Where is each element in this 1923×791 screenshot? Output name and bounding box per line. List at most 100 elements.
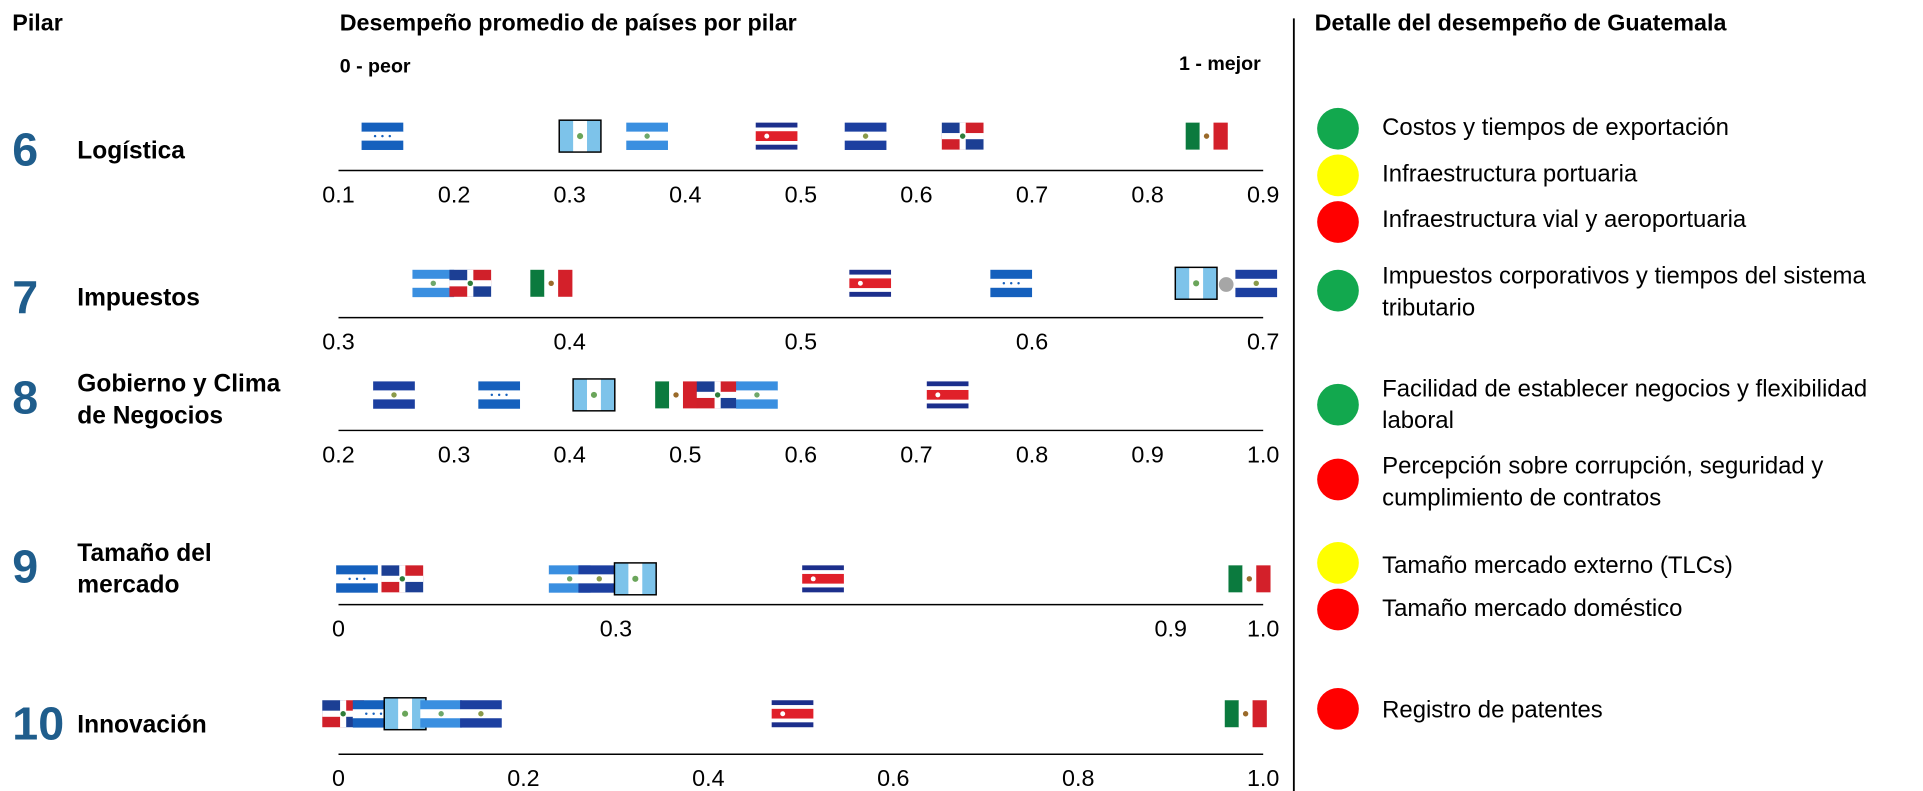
- status-dot: [1317, 154, 1359, 197]
- flag-stripe: [642, 562, 657, 595]
- flag-emblem: [810, 576, 816, 582]
- flag-stripe: [361, 122, 404, 132]
- detail-text: Tamaño mercado doméstico: [1382, 595, 1682, 622]
- flag-stripe: [1203, 267, 1218, 300]
- flag-stripe: [802, 583, 844, 588]
- flag-stripe: [336, 565, 378, 575]
- flag-stripe: [736, 381, 778, 391]
- x-tick-label: 0.1: [322, 181, 354, 207]
- country-flag: [1185, 122, 1228, 150]
- flag-stripe: [412, 287, 455, 298]
- flag-emblem: [959, 133, 966, 139]
- flag-emblem: [467, 280, 473, 286]
- flag-quarter: [449, 269, 471, 284]
- flag-stripe: [1235, 287, 1278, 298]
- flag-stripe: [849, 291, 892, 297]
- high-label: 1 - mejor: [1179, 53, 1261, 75]
- flag-emblem: [363, 577, 366, 581]
- country-flag: [336, 565, 378, 593]
- x-tick-label: 1.0: [1247, 441, 1279, 467]
- flag-stripe: [926, 389, 969, 400]
- pillar-name: mercado: [77, 572, 179, 599]
- x-tick-label: 0.4: [692, 765, 724, 791]
- flag-quarter: [322, 700, 344, 714]
- flag-stripe: [849, 269, 892, 275]
- flag-emblem: [372, 712, 375, 715]
- country-flag: [771, 700, 814, 728]
- flag-stripe: [755, 131, 798, 142]
- flag-emblem: [391, 392, 397, 398]
- detail-title: Detalle del desempeño de Guatemala: [1315, 10, 1728, 36]
- status-dot: [1317, 269, 1359, 312]
- flag-stripe: [1252, 700, 1267, 728]
- flag-stripe: [926, 403, 969, 409]
- detail-text: Infraestructura vial y aeroportuaria: [1382, 206, 1747, 233]
- flag-emblem: [764, 133, 770, 139]
- x-tick-label: 0.2: [322, 441, 354, 467]
- x-tick-label: 0.6: [877, 765, 909, 791]
- flag-stripe: [420, 718, 462, 728]
- flag-quarter: [470, 269, 492, 284]
- low-label: 0 - peor: [340, 56, 411, 78]
- flag-stripe: [655, 381, 670, 409]
- flag-emblem: [438, 711, 444, 717]
- flag-quarter: [941, 122, 963, 137]
- flag-emblem: [862, 133, 869, 139]
- flag-quarter: [941, 136, 963, 150]
- flag-quarter: [402, 578, 424, 593]
- flag-stripe: [844, 140, 887, 150]
- flag-stripe: [802, 573, 844, 584]
- x-tick-label: 0.8: [1062, 765, 1094, 791]
- flag-stripe: [1224, 700, 1240, 728]
- flag-emblem: [490, 393, 494, 397]
- country-flag: [1218, 277, 1234, 292]
- flag-emblem: [566, 576, 573, 582]
- flag-stripe: [600, 378, 616, 411]
- flag-stripe: [530, 269, 545, 297]
- country-flag: [613, 562, 657, 596]
- flag-emblem: [577, 133, 584, 140]
- flag-stripe: [559, 120, 574, 153]
- country-flag: [383, 697, 427, 731]
- flag-border: [613, 562, 657, 596]
- flag-stripe: [373, 399, 415, 409]
- flag-stripe: [926, 399, 969, 404]
- country-flag: [626, 122, 668, 150]
- x-tick-label: 0.6: [900, 181, 932, 207]
- status-dot: [1317, 201, 1359, 243]
- status-dot: [1317, 383, 1359, 426]
- flag-stripe: [736, 399, 778, 409]
- country-flag: [802, 565, 844, 593]
- flag-stripe: [384, 697, 399, 730]
- dot: [1218, 277, 1234, 292]
- x-tick-label: 0.7: [900, 441, 932, 467]
- flag-emblem: [857, 280, 863, 286]
- flag-stripe: [373, 381, 415, 391]
- flag-stripe: [626, 140, 668, 150]
- flag-stripe: [771, 708, 814, 719]
- flag-emblem: [714, 392, 721, 398]
- flag-stripe: [849, 274, 892, 279]
- flag-stripe: [336, 583, 378, 593]
- flag-border: [1174, 266, 1218, 300]
- flag-emblem: [365, 712, 368, 715]
- detail-text: Infraestructura portuaria: [1382, 161, 1638, 188]
- flag-stripe: [578, 583, 621, 593]
- flag-emblem: [590, 391, 598, 398]
- flag-emblem: [1246, 576, 1253, 582]
- x-tick-label: 0.4: [553, 329, 585, 355]
- flag-stripe: [558, 269, 573, 297]
- flag-quarter: [322, 713, 344, 728]
- detail-text: Registro de patentes: [1382, 697, 1603, 724]
- flag-emblem: [780, 711, 786, 717]
- flag-emblem: [548, 280, 554, 286]
- flag-quarter: [449, 283, 471, 297]
- flag-stripe: [460, 718, 502, 728]
- flag-stripe: [1175, 267, 1190, 300]
- country-flag: [655, 381, 698, 409]
- flag-stripe: [1213, 122, 1228, 150]
- flag-emblem: [497, 393, 501, 397]
- pillar-number: 10: [12, 698, 64, 750]
- flag-emblem: [1009, 282, 1013, 285]
- country-flag: [1174, 266, 1218, 300]
